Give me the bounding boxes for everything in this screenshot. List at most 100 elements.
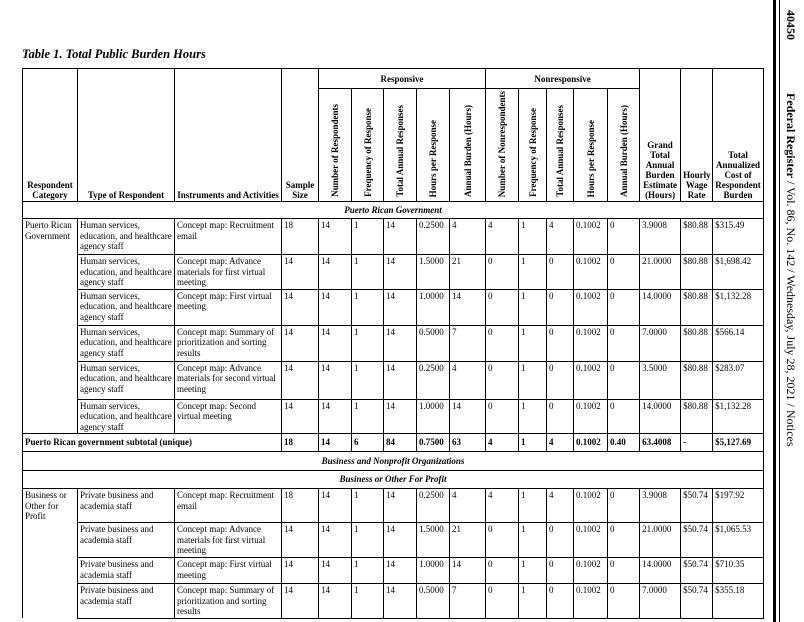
- table-cell: 14: [281, 324, 319, 362]
- table-cell: 0: [607, 488, 641, 524]
- table-cell: $315.49: [712, 218, 765, 256]
- respondent-category-cell: [22, 399, 78, 434]
- table-cell: 0: [607, 522, 641, 559]
- table-cell: 0: [546, 324, 575, 362]
- table-cell: 14: [383, 557, 417, 585]
- table-cell: 0: [546, 398, 575, 435]
- subtotal-cell: 63: [448, 433, 487, 453]
- table-cell: 1: [351, 360, 384, 400]
- table-cell: $1,132.28: [712, 288, 765, 326]
- table-cell: $50.74: [680, 557, 714, 585]
- table-cell: $80.88: [680, 398, 714, 435]
- table-row: Human services, education, and healthcar…: [22, 324, 765, 362]
- table-cell: 14: [281, 360, 319, 400]
- responsive-col-header: Number of Respondents: [318, 87, 352, 203]
- nonresponsive-col-header: Total Annual Responses: [546, 87, 575, 203]
- table-cell: 0: [546, 360, 575, 400]
- table-cell: 4: [485, 488, 520, 524]
- table-cell: 1: [351, 218, 384, 256]
- table-cell: $80.88: [680, 360, 714, 400]
- table-cell: 1.0000: [416, 398, 450, 435]
- table-cell: $1,698.42: [712, 254, 765, 290]
- table-cell: Concept map: Advance materials for first…: [174, 254, 282, 290]
- nonresponsive-col-header: Frequency of Response: [518, 87, 548, 203]
- table-cell: 1: [351, 254, 384, 290]
- table-cell: 14: [318, 254, 352, 290]
- table-cell: 0.1002: [573, 522, 609, 559]
- table-cell: 0.1002: [573, 218, 609, 256]
- table-row: Human services, education, and healthcar…: [22, 254, 765, 290]
- table-cell: 14.0000: [639, 557, 682, 585]
- table-cell: 1: [351, 583, 384, 619]
- table-cell: 1: [518, 288, 548, 326]
- table-cell: 14: [448, 288, 487, 326]
- table-cell: 21: [448, 254, 487, 290]
- table-cell: Human services, education, and healthcar…: [77, 288, 175, 326]
- table-cell: 14: [383, 583, 417, 619]
- issue-details: / Vol. 86, No. 142 / Wednesday, July 28,…: [784, 177, 798, 447]
- table-cell: 0.1002: [573, 557, 609, 585]
- table-cell: 1.0000: [416, 288, 450, 326]
- table-cell: $80.88: [680, 288, 714, 326]
- table-cell: 0: [485, 360, 520, 400]
- table-cell: 1: [518, 324, 548, 362]
- table-cell: 0: [485, 254, 520, 290]
- respondent-category-cell: [22, 289, 78, 326]
- col-header-text: Frequency of Response: [527, 108, 538, 198]
- table-cell: 7.0000: [639, 324, 682, 362]
- col-header-text: Number of Nonrespondents: [497, 91, 508, 198]
- table-cell: 1.5000: [416, 254, 450, 290]
- table-cell: 14: [318, 488, 352, 524]
- table-cell: 14.0000: [639, 288, 682, 326]
- table-cell: 14: [318, 324, 352, 362]
- table-cell: 14: [383, 522, 417, 559]
- table-cell: 14: [318, 583, 352, 619]
- table-cell: 0: [485, 583, 520, 619]
- table-cell: 0.5000: [416, 324, 450, 362]
- responsive-col-header: Total Annual Responses: [383, 87, 417, 203]
- table-cell: 0: [546, 557, 575, 585]
- col-header-text: Frequency of Response: [362, 108, 373, 198]
- subtotal-label: Puerto Rican government subtotal (unique…: [22, 433, 282, 453]
- table-cell: 0: [546, 254, 575, 290]
- table-title: Table 1. Total Public Burden Hours: [22, 47, 206, 61]
- table-cell: 14: [318, 557, 352, 585]
- table-cell: 1: [351, 557, 384, 585]
- table-cell: 1: [351, 488, 384, 524]
- table-cell: $50.74: [680, 488, 714, 524]
- table-cell: 14: [383, 324, 417, 362]
- header-responsive: Responsive: [317, 68, 487, 89]
- table-cell: 14: [318, 360, 352, 400]
- table-cell: 0: [607, 254, 641, 290]
- table-cell: Human services, education, and healthcar…: [77, 324, 175, 362]
- table-cell: 1: [518, 254, 548, 290]
- table-cell: 0: [485, 288, 520, 326]
- table-cell: Private business and academia staff: [77, 522, 175, 559]
- col-header-text: Number of Respondents: [330, 104, 340, 198]
- table-row: Human services, education, and healthcar…: [22, 398, 765, 435]
- table-cell: 7: [448, 324, 487, 362]
- table-cell: 0: [485, 557, 520, 585]
- table-cell: $1,132.28: [712, 398, 765, 435]
- table-row: Human services, education, and healthcar…: [22, 288, 765, 326]
- table-cell: 0: [607, 324, 641, 362]
- header-nonresponsive: Nonresponsive: [485, 68, 641, 89]
- table-cell: Concept map: First virtual meeting: [174, 288, 282, 326]
- publication-name: Federal Register: [784, 93, 798, 178]
- table-cell: $1,065.53: [712, 522, 765, 559]
- table-cell: 0.2500: [416, 218, 450, 256]
- table-cell: 4: [485, 218, 520, 256]
- table-cell: 4: [546, 488, 575, 524]
- header-type-of-respondent: Type of Respondent: [77, 67, 175, 203]
- table-cell: 14: [281, 288, 319, 326]
- table-cell: 0.1002: [573, 398, 609, 435]
- table-cell: 14: [281, 398, 319, 435]
- subtotal-cell: 63.4008: [639, 433, 682, 453]
- table-cell: 14: [318, 398, 352, 435]
- table-cell: 1: [518, 488, 548, 524]
- subtotal-cell: 0.1002: [573, 433, 609, 453]
- table-cell: 1: [518, 360, 548, 400]
- table-cell: 0.1002: [573, 583, 609, 619]
- table-cell: 1: [351, 398, 384, 435]
- table-row: Puerto Rican Government Human services, e…: [22, 218, 765, 256]
